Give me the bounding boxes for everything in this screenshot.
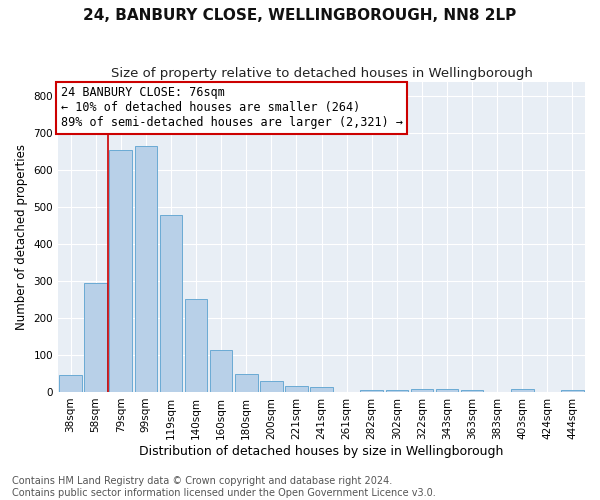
Bar (160, 216, 182, 392)
Text: Contains HM Land Registry data © Crown copyright and database right 2024.
Contai: Contains HM Land Registry data © Crown c… (12, 476, 436, 498)
Text: 24 BANBURY CLOSE: 76sqm
← 10% of detached houses are smaller (264)
89% of semi-d: 24 BANBURY CLOSE: 76sqm ← 10% of detache… (61, 86, 403, 130)
Bar (59, 374, 82, 392)
Bar (511, 390, 533, 392)
Bar (285, 386, 308, 392)
Bar (109, 150, 132, 392)
Title: Size of property relative to detached houses in Wellingborough: Size of property relative to detached ho… (110, 68, 532, 80)
Text: 24, BANBURY CLOSE, WELLINGBOROUGH, NN8 2LP: 24, BANBURY CLOSE, WELLINGBOROUGH, NN8 2… (83, 8, 517, 22)
Bar (461, 390, 484, 392)
Bar (235, 374, 257, 392)
Bar (436, 389, 458, 392)
X-axis label: Distribution of detached houses by size in Wellingborough: Distribution of detached houses by size … (139, 444, 504, 458)
Bar (134, 146, 157, 392)
Bar (260, 381, 283, 392)
Bar (361, 390, 383, 392)
Bar (210, 350, 232, 392)
Y-axis label: Number of detached properties: Number of detached properties (15, 144, 28, 330)
Bar (410, 388, 433, 392)
Bar (310, 387, 333, 392)
Bar (185, 299, 208, 392)
Bar (85, 284, 107, 392)
Bar (561, 390, 584, 392)
Bar (386, 390, 408, 392)
